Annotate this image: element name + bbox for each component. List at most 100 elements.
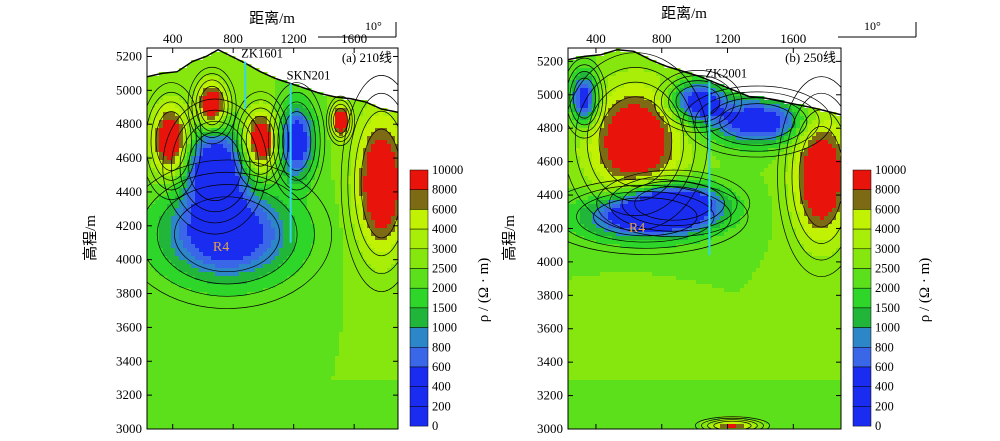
resistivity-cell: [307, 92, 312, 97]
resistivity-cell: [363, 228, 368, 233]
resistivity-cell: [383, 372, 388, 377]
resistivity-cell: [191, 124, 196, 129]
resistivity-cell: [391, 328, 396, 333]
resistivity-cell: [255, 132, 260, 137]
resistivity-cell: [331, 196, 336, 201]
resistivity-cell: [387, 388, 392, 393]
resistivity-cell: [243, 388, 248, 393]
resistivity-cell: [255, 112, 260, 117]
resistivity-cell: [243, 172, 248, 177]
resistivity-cell: [343, 156, 348, 161]
resistivity-cell: [323, 324, 328, 329]
resistivity-cell: [171, 128, 176, 133]
resistivity-cell: [247, 148, 252, 153]
resistivity-cell: [171, 344, 176, 349]
resistivity-cell: [327, 324, 332, 329]
resistivity-cell: [247, 368, 252, 373]
resistivity-cell: [379, 364, 384, 369]
resistivity-cell: [215, 220, 220, 225]
resistivity-cell: [323, 372, 328, 377]
resistivity-cell: [215, 344, 220, 349]
resistivity-cell: [151, 352, 156, 357]
resistivity-cell: [259, 136, 264, 141]
resistivity-cell: [231, 304, 236, 309]
resistivity-cell: [355, 116, 360, 121]
resistivity-cell: [323, 204, 328, 209]
resistivity-cell: [211, 340, 216, 345]
resistivity-cell: [371, 272, 376, 277]
resistivity-cell: [223, 376, 228, 381]
resistivity-cell: [267, 236, 272, 241]
resistivity-cell: [303, 392, 308, 397]
resistivity-cell: [267, 84, 272, 89]
resistivity-cell: [327, 288, 332, 293]
resistivity-cell: [167, 92, 172, 97]
resistivity-cell: [183, 184, 188, 189]
resistivity-cell: [243, 128, 248, 133]
resistivity-cell: [359, 116, 364, 121]
resistivity-cell: [207, 396, 212, 401]
resistivity-cell: [227, 264, 232, 269]
resistivity-cell: [191, 152, 196, 157]
resistivity-cell: [287, 284, 292, 289]
resistivity-cell: [363, 136, 368, 141]
resistivity-cell: [363, 120, 368, 125]
resistivity-cell: [147, 152, 152, 157]
resistivity-cell: [287, 104, 292, 109]
resistivity-cell: [355, 104, 360, 109]
resistivity-cell: [271, 256, 276, 261]
resistivity-cell: [367, 120, 372, 125]
resistivity-cell: [355, 240, 360, 245]
resistivity-cell: [359, 272, 364, 277]
resistivity-cell: [147, 208, 152, 213]
resistivity-cell: [215, 292, 220, 297]
resistivity-cell: [339, 260, 344, 265]
resistivity-cell: [335, 332, 340, 337]
resistivity-cell: [195, 188, 200, 193]
resistivity-cell: [307, 128, 312, 133]
resistivity-cell: [283, 280, 288, 285]
resistivity-cell: [259, 236, 264, 241]
resistivity-cell: [175, 92, 180, 97]
resistivity-cell: [279, 140, 284, 145]
resistivity-cell: [179, 100, 184, 105]
resistivity-cell: [279, 316, 284, 321]
resistivity-cell: [251, 376, 256, 381]
resistivity-cell: [171, 184, 176, 189]
resistivity-cell: [187, 164, 192, 169]
resistivity-cell: [367, 356, 372, 361]
resistivity-cell: [395, 160, 398, 165]
resistivity-cell: [303, 352, 308, 357]
resistivity-cell: [195, 176, 200, 181]
resistivity-cell: [275, 180, 280, 185]
resistivity-cell: [187, 72, 192, 77]
resistivity-cell: [267, 144, 272, 149]
resistivity-cell: [335, 160, 340, 165]
resistivity-cell: [367, 112, 372, 117]
resistivity-cell: [215, 316, 220, 321]
resistivity-cell: [347, 356, 352, 361]
resistivity-cell: [255, 292, 260, 297]
resistivity-cell: [215, 112, 220, 117]
resistivity-cell: [375, 392, 380, 397]
resistivity-cell: [383, 204, 388, 209]
resistivity-cell: [343, 348, 348, 353]
resistivity-cell: [227, 168, 232, 173]
resistivity-cell: [283, 376, 288, 381]
resistivity-cell: [287, 328, 292, 333]
resistivity-cell: [319, 140, 324, 145]
resistivity-cell: [191, 284, 196, 289]
resistivity-cell: [347, 244, 352, 249]
resistivity-cell: [323, 120, 328, 125]
resistivity-cell: [331, 236, 336, 241]
resistivity-cell: [191, 148, 196, 153]
resistivity-cell: [231, 168, 236, 173]
resistivity-cell: [211, 260, 216, 265]
resistivity-cell: [227, 196, 232, 201]
resistivity-cell: [175, 328, 180, 333]
resistivity-cell: [203, 340, 208, 345]
resistivity-cell: [267, 212, 272, 217]
resistivity-cell: [163, 80, 168, 85]
resistivity-cell: [315, 136, 320, 141]
resistivity-cell: [331, 256, 336, 261]
